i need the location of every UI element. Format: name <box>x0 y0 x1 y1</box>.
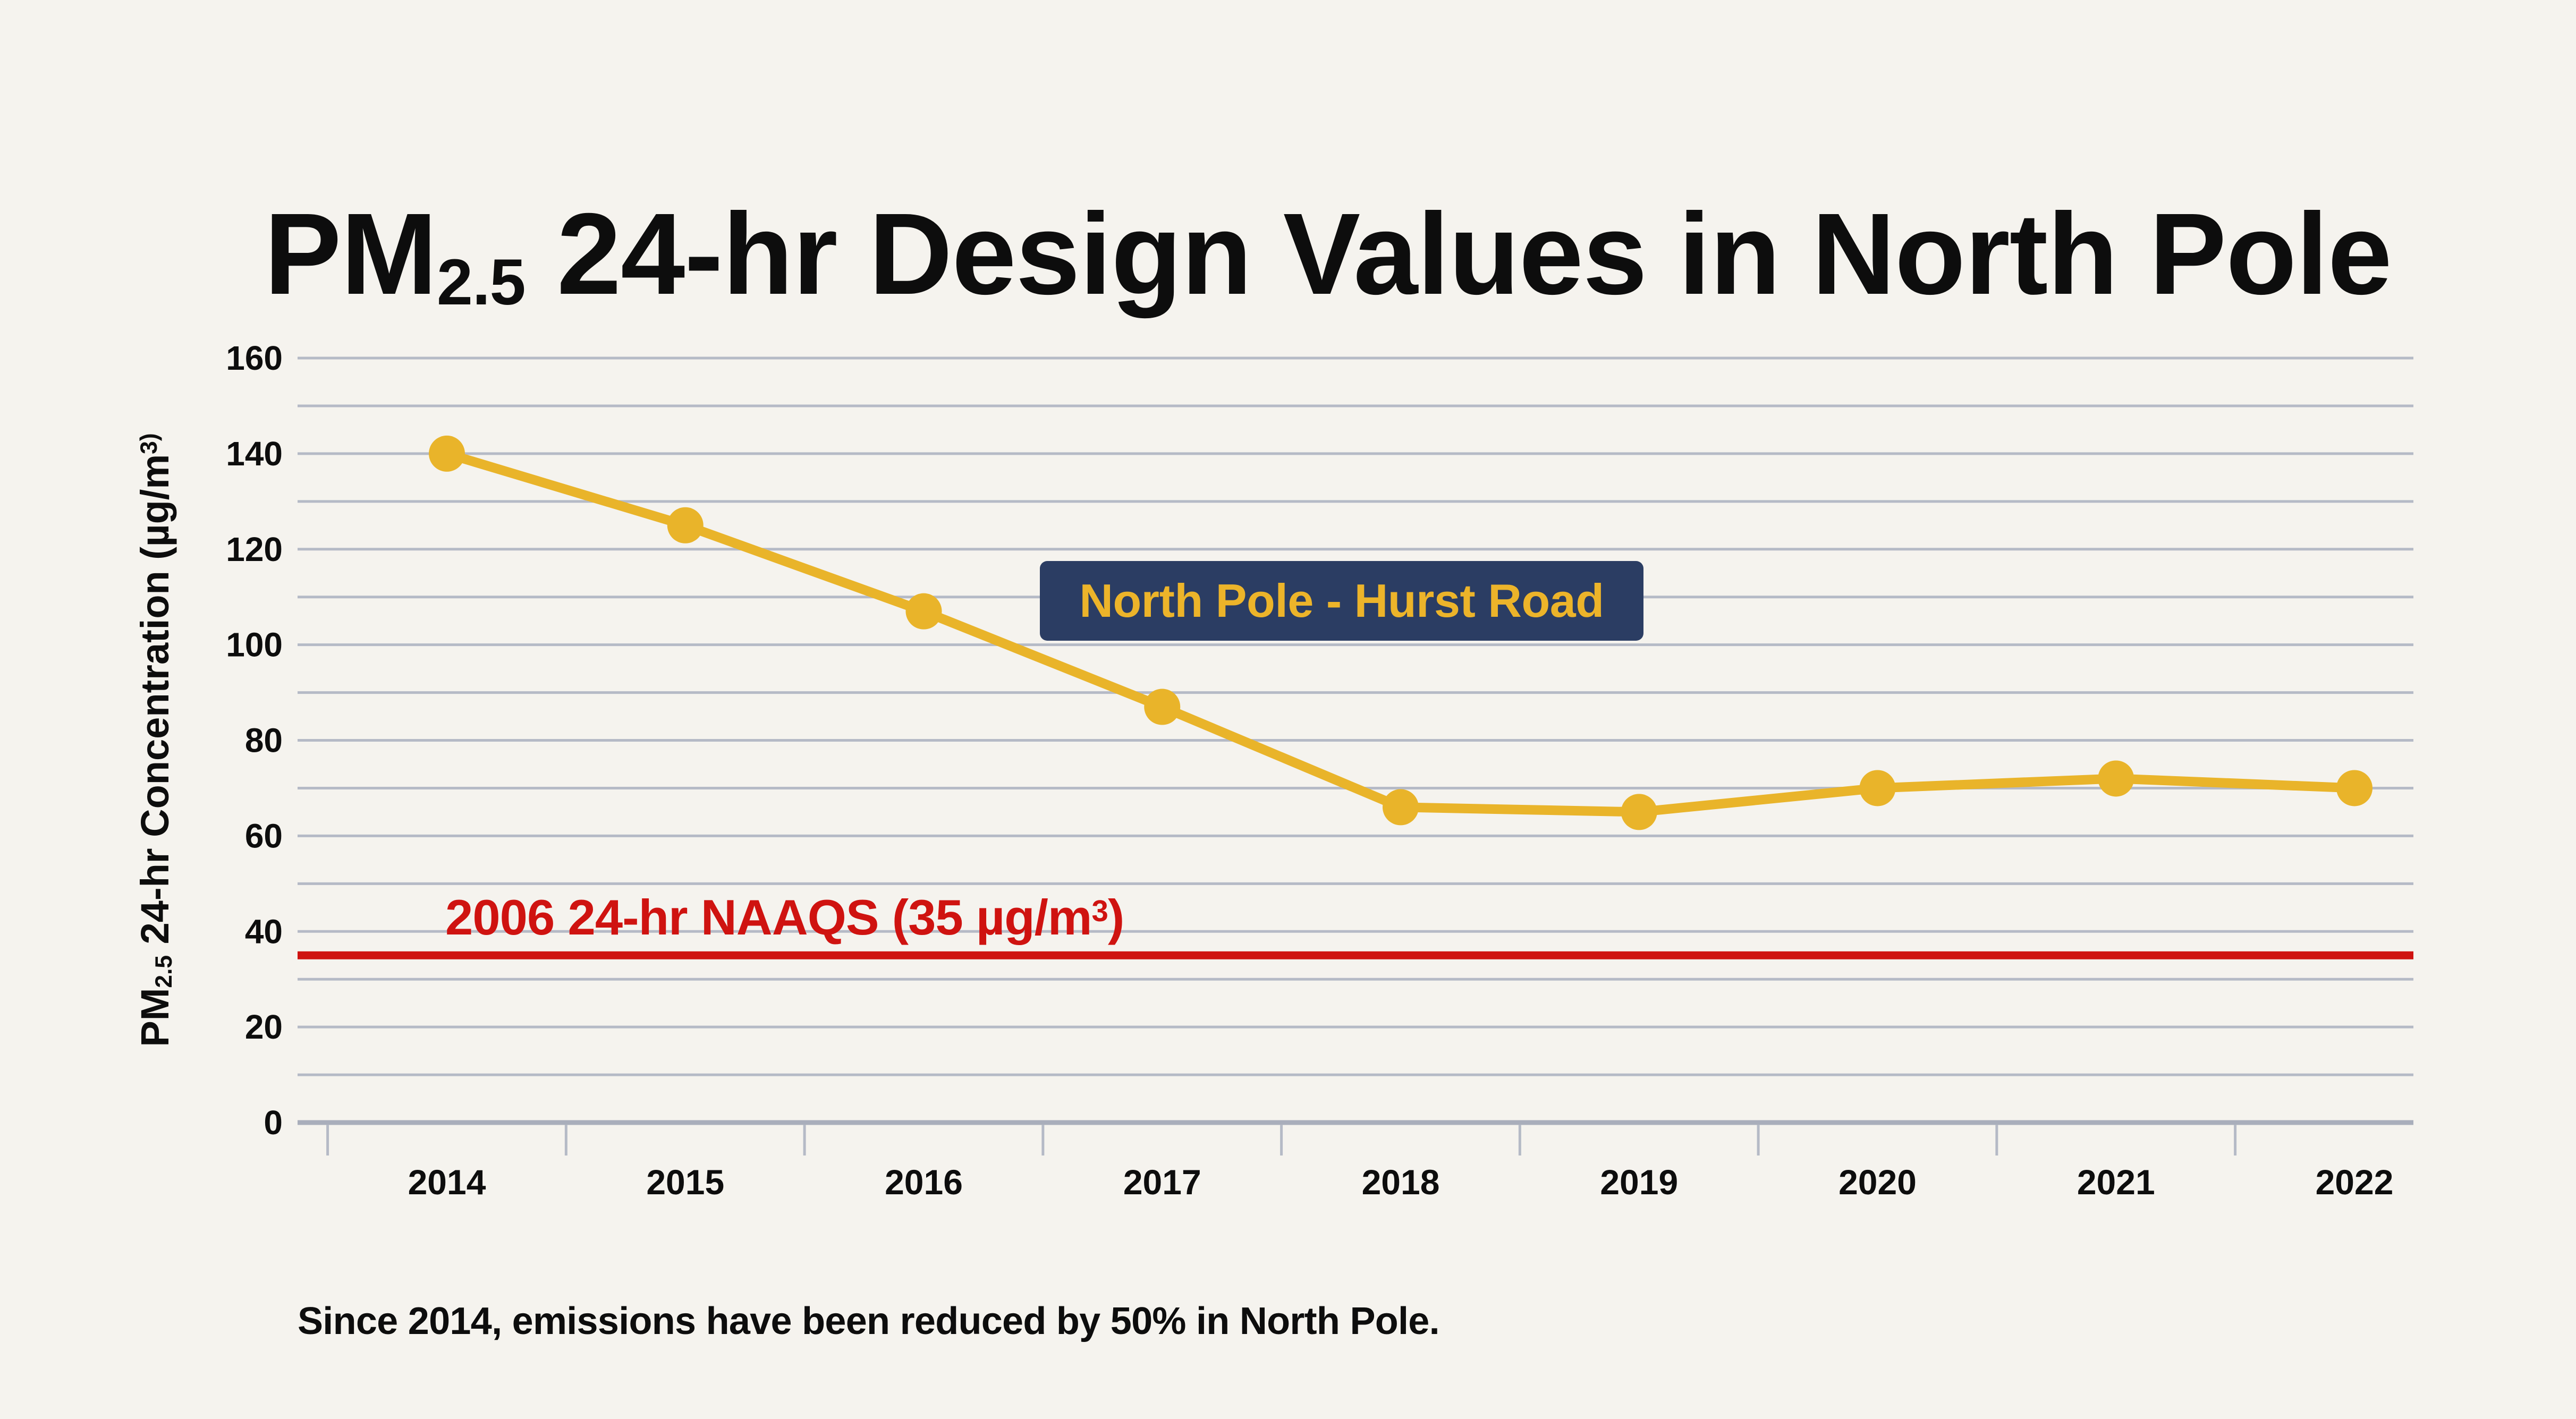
naaqs-label-superscript: 3 <box>1091 894 1108 928</box>
data-point <box>2098 760 2134 797</box>
x-tick-label: 2018 <box>1362 1162 1440 1202</box>
data-point <box>2336 770 2372 806</box>
x-tick-label: 2021 <box>2077 1162 2155 1202</box>
chart-title-subscript: 2.5 <box>437 245 526 318</box>
data-point <box>667 507 704 543</box>
data-point <box>905 593 942 630</box>
site-label-text: North Pole - Hurst Road <box>1079 574 1604 627</box>
x-tick-label: 2022 <box>2316 1162 2394 1202</box>
y-tick-label: 80 <box>245 721 283 760</box>
data-point <box>1144 689 1181 725</box>
x-tick-label: 2020 <box>1838 1162 1917 1202</box>
data-point <box>429 435 465 472</box>
y-tick-label: 120 <box>226 530 283 568</box>
y-tick-label: 100 <box>226 626 283 664</box>
y-tick-label: 160 <box>226 339 283 377</box>
chart-title: PM2.5 24-hr Design Values in North Pole <box>0 197 2576 315</box>
x-tick-label: 2017 <box>1123 1162 1201 1202</box>
x-tick-label: 2015 <box>646 1162 724 1202</box>
y-tick-label: 60 <box>245 817 283 855</box>
chart-title-rest: 24-hr Design Values in North Pole <box>525 190 2392 319</box>
x-tick-label: 2016 <box>885 1162 963 1202</box>
y-tick-label: 20 <box>245 1008 283 1046</box>
data-point <box>1859 770 1896 806</box>
data-point <box>1621 794 1657 830</box>
naaqs-label-text: 2006 24-hr NAAQS (35 µg/m <box>445 889 1092 945</box>
y-tick-label: 40 <box>245 912 283 950</box>
x-tick-label: 2014 <box>408 1162 486 1202</box>
footer-note: Since 2014, emissions have been reduced … <box>298 1300 1440 1342</box>
data-point <box>1383 789 1419 826</box>
chart-title-prefix: PM <box>264 190 437 319</box>
y-tick-label: 140 <box>226 435 283 473</box>
naaqs-label-close: ) <box>1107 889 1124 945</box>
y-tick-label: 0 <box>264 1103 283 1142</box>
naaqs-line-label: 2006 24-hr NAAQS (35 µg/m3) <box>445 893 1124 942</box>
site-label-box: North Pole - Hurst Road <box>1040 561 1643 641</box>
x-tick-label: 2019 <box>1600 1162 1678 1202</box>
